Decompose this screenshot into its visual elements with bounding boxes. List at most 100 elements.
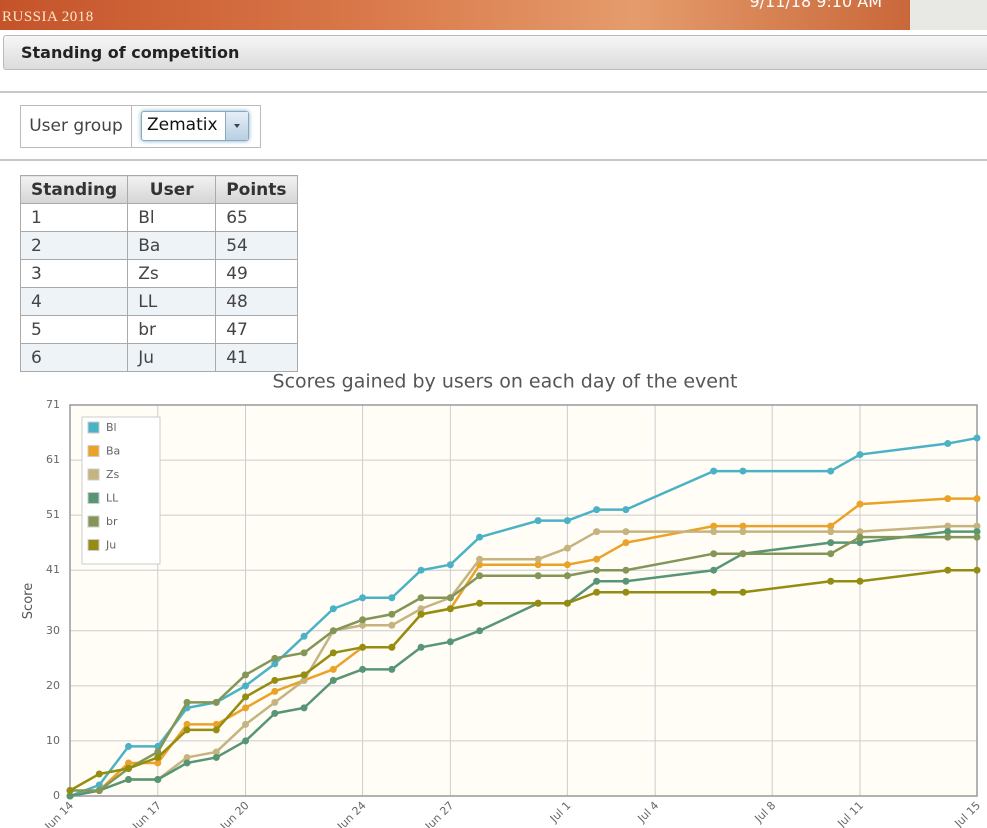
data-point: [827, 550, 835, 558]
data-point: [593, 528, 601, 536]
data-point: [212, 748, 220, 756]
data-point: [563, 561, 571, 569]
select-button[interactable]: [225, 112, 248, 140]
panel-title: Standing of competition: [21, 43, 240, 62]
data-point: [125, 775, 133, 783]
data-point: [593, 588, 601, 596]
data-point: [944, 522, 952, 530]
legend-label: Bl: [106, 421, 117, 434]
data-point: [417, 643, 425, 651]
data-point: [66, 786, 74, 794]
data-point: [534, 517, 542, 525]
table-cell: Ba: [127, 231, 217, 260]
data-point: [739, 528, 747, 536]
y-tick-label: 30: [46, 624, 60, 637]
data-point: [944, 495, 952, 503]
data-point: [856, 451, 864, 459]
user-group-label: User group: [21, 106, 132, 147]
data-point: [739, 550, 747, 558]
data-point: [827, 577, 835, 585]
data-point: [359, 594, 367, 602]
data-point: [563, 544, 571, 552]
legend-label: Zs: [106, 468, 120, 481]
legend-label: LL: [106, 492, 119, 505]
data-point: [622, 588, 630, 596]
data-point: [212, 726, 220, 734]
table-row: 5 br 47: [19, 315, 298, 344]
data-point: [300, 676, 308, 684]
data-point: [827, 467, 835, 475]
panel-header[interactable]: Standing of competition: [3, 35, 987, 70]
legend-swatch: [87, 421, 100, 434]
data-point: [242, 704, 250, 712]
table-cell: 48: [215, 287, 298, 316]
x-tick-label: Jul 8: [752, 799, 779, 826]
data-point: [183, 720, 191, 728]
x-tick-label: Jul 11: [834, 799, 866, 828]
header-row: Standing User Points: [19, 175, 298, 204]
data-point: [417, 605, 425, 613]
table-row: 1 Bl 65: [19, 203, 298, 232]
table-row: 6 Ju 41: [19, 343, 298, 372]
data-point: [593, 506, 601, 514]
x-tick-label: Jun 24: [334, 799, 368, 828]
data-point: [417, 566, 425, 574]
data-point: [242, 720, 250, 728]
data-point: [534, 555, 542, 563]
data-point: [710, 566, 718, 574]
data-point: [622, 506, 630, 514]
legend-swatch: [87, 468, 100, 481]
data-point: [856, 577, 864, 585]
data-point: [593, 577, 601, 585]
data-point: [622, 577, 630, 585]
data-point: [154, 775, 162, 783]
data-point: [593, 566, 601, 574]
data-point: [242, 693, 250, 701]
legend-swatch: [87, 515, 100, 528]
data-point: [710, 467, 718, 475]
data-point: [388, 665, 396, 673]
data-point: [534, 561, 542, 569]
data-point: [329, 649, 337, 657]
table-cell: 6: [19, 343, 129, 372]
data-point: [300, 704, 308, 712]
data-point: [973, 528, 981, 536]
data-point: [710, 550, 718, 558]
data-point: [739, 588, 747, 596]
data-point: [534, 572, 542, 580]
x-tick-label: Jun 27: [422, 799, 456, 828]
data-point: [710, 528, 718, 536]
table-cell: 54: [215, 231, 298, 260]
legend-swatch: [87, 492, 100, 504]
data-point: [417, 610, 425, 618]
data-point: [329, 676, 337, 684]
data-point: [622, 539, 630, 547]
user-group-select[interactable]: Zematix: [141, 111, 249, 141]
data-point: [973, 434, 981, 442]
data-point: [973, 533, 981, 541]
data-point: [446, 561, 454, 569]
data-point: [212, 698, 220, 706]
data-point: [271, 698, 279, 706]
table-cell: LL: [127, 287, 217, 316]
table-cell: 1: [19, 203, 129, 232]
user-group: User group Zematix: [20, 105, 261, 148]
banner: RUSSIA 2018 9/11/18 9:10 AM: [0, 0, 910, 30]
table-cell: Zs: [127, 259, 217, 288]
data-point: [271, 676, 279, 684]
data-point: [944, 440, 952, 448]
data-point: [593, 555, 601, 563]
data-point: [944, 566, 952, 574]
data-point: [446, 605, 454, 613]
column-header: Standing: [19, 175, 129, 204]
x-tick-label: Jun 17: [129, 799, 163, 828]
data-point: [827, 539, 835, 547]
y-tick-label: 61: [46, 453, 60, 466]
table-cell: 2: [19, 231, 129, 260]
table-cell: br: [127, 315, 217, 344]
data-point: [271, 687, 279, 695]
table-row: 3 Zs 49: [19, 259, 298, 288]
legend-label: Ba: [106, 445, 120, 458]
data-point: [329, 627, 337, 635]
